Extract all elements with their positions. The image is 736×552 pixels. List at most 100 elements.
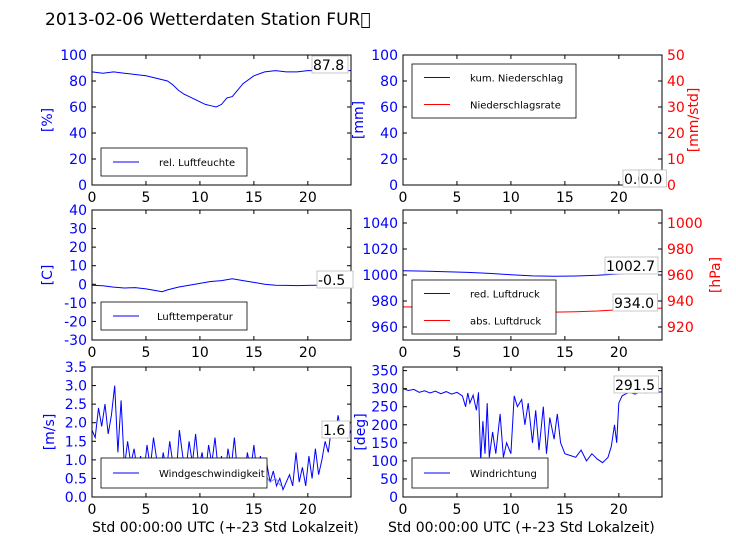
x-tick-label-humidity: 10 <box>191 190 209 206</box>
value-label-pressure-1: 934.0 <box>614 296 654 312</box>
plot-frame-precipitation <box>402 54 663 186</box>
y-tick-label-pressure: 1000 <box>362 268 398 284</box>
y2-tick-label-pressure: 1000 <box>667 216 703 232</box>
value-label-winddirection-0: 291.5 <box>615 378 655 394</box>
x-tick-label-precipitation: 5 <box>452 190 461 206</box>
value-label-temperature-0: -0.5 <box>318 273 345 289</box>
x-tick-label-windspeed: 20 <box>299 502 317 518</box>
legend-box-temperature <box>100 301 248 331</box>
x-tick-label-precipitation: 15 <box>556 190 574 206</box>
y-tick-label-precipitation: 40 <box>380 126 398 142</box>
panel-precipitation: 0 5 10 15 20 0 20 40 60 80 100 0 10 20 30 40 50 [mm] [mm/s… <box>351 48 702 206</box>
value-label-windspeed-0: 1.6 <box>323 423 345 439</box>
y-tick-label-precipitation: 100 <box>371 48 398 64</box>
legend-label-precipitation-0: kum. Niederschlag <box>470 74 563 85</box>
x-tick-label-humidity: 0 <box>88 190 97 206</box>
y-tick-label-windspeed: 0.5 <box>65 471 87 487</box>
x-tick-label-humidity: 15 <box>245 190 263 206</box>
xlabel-left: Std 00:00:00 UTC (+-23 Std Lokalzeit) <box>92 520 359 536</box>
plot-frame-winddirection <box>402 366 663 498</box>
legend-windspeed: Windgeschwindigkeit <box>100 457 268 489</box>
y-tick-label-winddirection: 350 <box>371 364 398 380</box>
y-tick-label-temperature: 40 <box>69 203 87 219</box>
y-tick-label-temperature: 0 <box>78 277 87 293</box>
y-tick-label-precipitation: 80 <box>380 74 398 90</box>
value-label-box-winddirection <box>613 375 659 394</box>
y-tick-label-windspeed: 1.5 <box>65 434 87 450</box>
y2-tick-label-pressure: 960 <box>667 268 694 284</box>
x-tick-label-temperature: 15 <box>245 345 263 361</box>
y2-tick-label-precipitation: 10 <box>667 152 685 168</box>
y-tick-label-humidity: 40 <box>69 126 87 142</box>
x-tick-label-pressure: 20 <box>610 345 628 361</box>
y-axis-label-precipitation: [mm] <box>351 101 367 139</box>
y-tick-label-pressure: 1020 <box>362 242 398 258</box>
y-tick-label-pressure: 980 <box>371 294 398 310</box>
panel-temperature: 0 5 10 15 20 -30 -20 -10 0 10 20 30 40 [C] -0.5 Lufttem… <box>40 203 354 361</box>
y-tick-label-winddirection: 0 <box>389 490 398 506</box>
value-label-humidity-0: 87.8 <box>313 58 344 74</box>
y-tick-label-winddirection: 250 <box>371 400 398 416</box>
y-tick-label-humidity: 0 <box>78 178 87 194</box>
y-axis-label-temperature: [C] <box>40 265 56 286</box>
y-axis-label-windspeed: [m/s] <box>42 414 58 451</box>
legend-label-winddirection-0: Windrichtung <box>470 469 537 480</box>
y-tick-label-windspeed: 3.5 <box>65 360 87 376</box>
legend-temperature: Lufttemperatur <box>100 301 248 331</box>
x-tick-label-precipitation: 20 <box>610 190 628 206</box>
x-tick-label-pressure: 10 <box>502 345 520 361</box>
y-tick-label-humidity: 60 <box>69 100 87 116</box>
panel-pressure: 0 5 10 15 20 960 980 1000 1020 1040 920 940 960 980 10… <box>362 209 724 361</box>
legend-label-windspeed-0: Windgeschwindigkeit <box>159 469 265 480</box>
x-tick-label-winddirection: 10 <box>502 502 520 518</box>
y-tick-label-humidity: 80 <box>69 74 87 90</box>
y-tick-label-humidity: 20 <box>69 152 87 168</box>
series-line-windspeed-0 <box>92 385 351 492</box>
value-label-box-precipitation <box>638 169 667 188</box>
panel-winddirection: 0 5 10 15 20050100150200250300350[deg]291.5W… <box>353 364 663 518</box>
y2-tick-label-precipitation: 50 <box>667 48 685 64</box>
x-tick-label-winddirection: 5 <box>452 502 461 518</box>
y-tick-label-precipitation: 20 <box>380 152 398 168</box>
plot-frame-windspeed <box>91 366 352 498</box>
y-tick-label-temperature: 30 <box>69 222 87 238</box>
y-tick-label-precipitation: 60 <box>380 100 398 116</box>
y2-tick-label-pressure: 920 <box>667 320 694 336</box>
series-line-temperature-0 <box>92 278 351 293</box>
y2-tick-label-precipitation: 40 <box>667 74 685 90</box>
legend-label-humidity-0: rel. Luftfeuchte <box>159 158 235 169</box>
y-tick-label-temperature: -30 <box>64 333 87 349</box>
y-tick-label-precipitation: 0 <box>389 178 398 194</box>
series-line-winddirection-0 <box>403 388 662 464</box>
y-tick-label-windspeed: 2.0 <box>65 416 87 432</box>
value-label-box-pressure <box>612 293 658 312</box>
y-tick-label-winddirection: 150 <box>371 436 398 452</box>
value-label-box-pressure <box>604 256 659 275</box>
series-line-humidity-0 <box>92 70 351 108</box>
x-tick-label-precipitation: 0 <box>399 190 408 206</box>
y-tick-label-windspeed: 3.0 <box>65 379 87 395</box>
y2-axis-label-pressure: [hPa] <box>708 257 724 293</box>
y-tick-label-temperature: -10 <box>64 296 87 312</box>
legend-label-pressure-0: red. Luftdruck <box>470 290 540 301</box>
x-tick-label-winddirection: 0 <box>399 502 408 518</box>
x-tick-label-humidity: 20 <box>299 190 317 206</box>
y-tick-label-windspeed: 1.0 <box>65 453 87 469</box>
x-tick-label-pressure: 5 <box>452 345 461 361</box>
x-tick-label-windspeed: 10 <box>191 502 209 518</box>
x-tick-label-temperature: 0 <box>88 345 97 361</box>
value-label-precipitation-1: 0.0 <box>640 172 662 188</box>
y-tick-label-winddirection: 200 <box>371 418 398 434</box>
x-tick-label-winddirection: 20 <box>610 502 628 518</box>
y-tick-label-winddirection: 300 <box>371 382 398 398</box>
x-tick-label-temperature: 5 <box>141 345 150 361</box>
y-tick-label-temperature: -20 <box>64 314 87 330</box>
legend-winddirection: Windrichtung <box>411 457 549 489</box>
plot-frame-humidity <box>91 54 352 186</box>
legend-box-precipitation <box>411 63 577 119</box>
x-tick-label-humidity: 5 <box>141 190 150 206</box>
legend-box-pressure <box>411 279 557 335</box>
x-tick-label-windspeed: 5 <box>141 502 150 518</box>
y-tick-label-pressure: 1040 <box>362 216 398 232</box>
y-tick-label-winddirection: 50 <box>380 472 398 488</box>
